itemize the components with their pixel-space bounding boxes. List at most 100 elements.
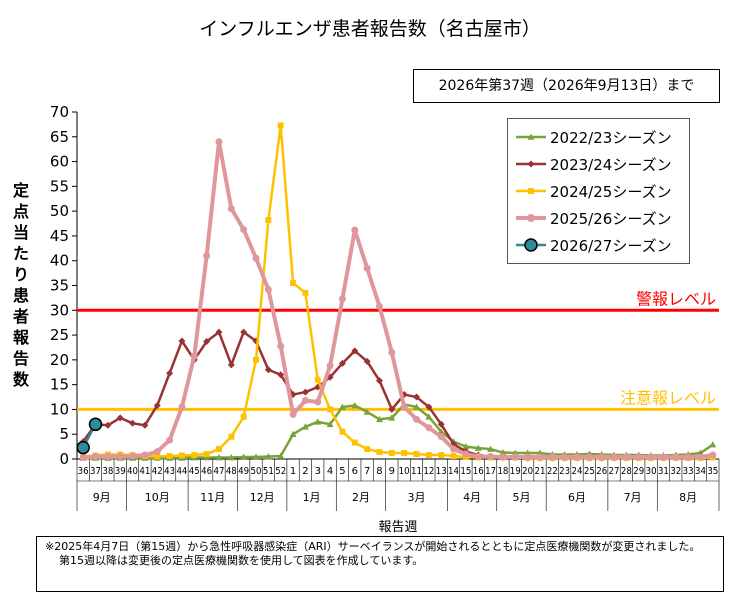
month-label: 4月 (463, 491, 481, 504)
data-point (190, 352, 198, 360)
x-tick-label: 51 (263, 466, 274, 477)
data-point (327, 406, 334, 413)
x-tick-label: 1 (290, 466, 296, 477)
data-point (450, 453, 457, 460)
month-label: 7月 (624, 491, 642, 504)
legend-label: 2022/23シーズン (550, 129, 672, 147)
y-tick-label: 10 (50, 400, 69, 418)
data-point (215, 454, 223, 461)
data-point (265, 217, 272, 224)
x-tick-label: 5 (339, 466, 345, 477)
month-label: 12月 (250, 491, 275, 504)
data-point (227, 205, 235, 213)
data-point (363, 357, 371, 365)
legend-item: 2026/27シーズン (516, 233, 686, 257)
month-label: 3月 (408, 491, 426, 504)
legend-item: 2023/24シーズン (516, 152, 686, 176)
data-point (462, 450, 470, 458)
data-point (363, 264, 371, 272)
data-point (672, 453, 680, 461)
data-point (129, 419, 137, 427)
data-point (474, 453, 482, 461)
data-point (178, 452, 185, 459)
data-point (351, 401, 359, 409)
data-point (153, 401, 161, 409)
data-point (338, 295, 346, 303)
x-tick-label: 18 (497, 466, 508, 477)
x-tick-label: 26 (596, 466, 607, 477)
month-label: 5月 (512, 491, 530, 504)
x-tick-label: 25 (584, 466, 595, 477)
chart-legend: 2022/23シーズン 2023/24シーズン 2024/25シーズン 2025/26… (507, 118, 690, 264)
data-point (709, 441, 717, 448)
data-point (277, 122, 284, 129)
data-point (289, 410, 297, 418)
y-tick-label: 60 (50, 153, 69, 171)
y-tick-label: 35 (50, 277, 69, 295)
x-tick-label: 44 (176, 466, 187, 477)
x-tick-label: 47 (213, 466, 224, 477)
x-tick-label: 37 (90, 466, 101, 477)
data-point (536, 453, 544, 461)
data-point (215, 328, 223, 336)
data-point (129, 452, 137, 460)
footnote-box: ※2025年4月7日（第15週）から急性呼吸器感染症（ARI）サーベイランスが開… (36, 536, 724, 592)
chart-title: インフルエンザ患者報告数（名古屋市） (199, 18, 541, 40)
data-point (216, 446, 222, 453)
data-point (166, 436, 174, 444)
data-point (413, 403, 421, 410)
x-tick-label: 23 (559, 466, 570, 477)
data-point (351, 226, 359, 234)
data-point (227, 361, 235, 369)
data-point (659, 453, 667, 461)
data-point (289, 430, 297, 438)
x-tick-label: 15 (460, 466, 471, 477)
x-tick-label: 52 (275, 466, 286, 477)
legend-swatch (516, 133, 546, 140)
x-tick-label: 27 (609, 466, 620, 477)
legend-swatch (516, 160, 546, 168)
data-point (548, 453, 556, 461)
data-point (499, 453, 507, 461)
data-point (301, 388, 309, 396)
x-tick-label: 39 (115, 466, 126, 477)
data-point (264, 285, 272, 293)
x-tick-label: 50 (251, 466, 262, 477)
data-point (227, 454, 235, 461)
x-tick-label: 40 (127, 466, 138, 477)
data-point (462, 443, 470, 450)
data-point (339, 428, 346, 435)
month-label: 8月 (679, 491, 697, 504)
data-point (400, 403, 408, 411)
data-point (437, 420, 445, 428)
data-point (104, 453, 112, 461)
data-point (290, 280, 297, 286)
data-point (301, 423, 309, 430)
x-tick-label: 49 (238, 466, 249, 477)
x-tick-label: 11 (411, 466, 422, 477)
data-point (141, 421, 149, 429)
data-point (425, 424, 433, 432)
x-tick-label: 29 (633, 466, 644, 477)
data-point (684, 453, 692, 461)
y-tick-label: 5 (59, 425, 69, 443)
data-point (88, 417, 103, 432)
x-tick-label: 4 (327, 466, 333, 477)
data-point (425, 452, 432, 459)
x-tick-label: 45 (189, 466, 200, 477)
x-tick-label: 3 (315, 466, 321, 477)
data-point (388, 348, 396, 356)
data-point (585, 453, 593, 461)
data-point (253, 356, 259, 363)
data-point (264, 453, 272, 460)
y-axis-label: 定点当たり患者報告数 (12, 181, 29, 389)
data-point (228, 433, 235, 440)
data-point (487, 453, 495, 461)
x-tick-label: 30 (646, 466, 657, 477)
data-point (487, 445, 495, 452)
data-point (252, 453, 260, 460)
month-label: 9月 (93, 491, 111, 504)
data-point (338, 403, 346, 410)
x-tick-label: 43 (164, 466, 175, 477)
data-point (116, 453, 124, 461)
